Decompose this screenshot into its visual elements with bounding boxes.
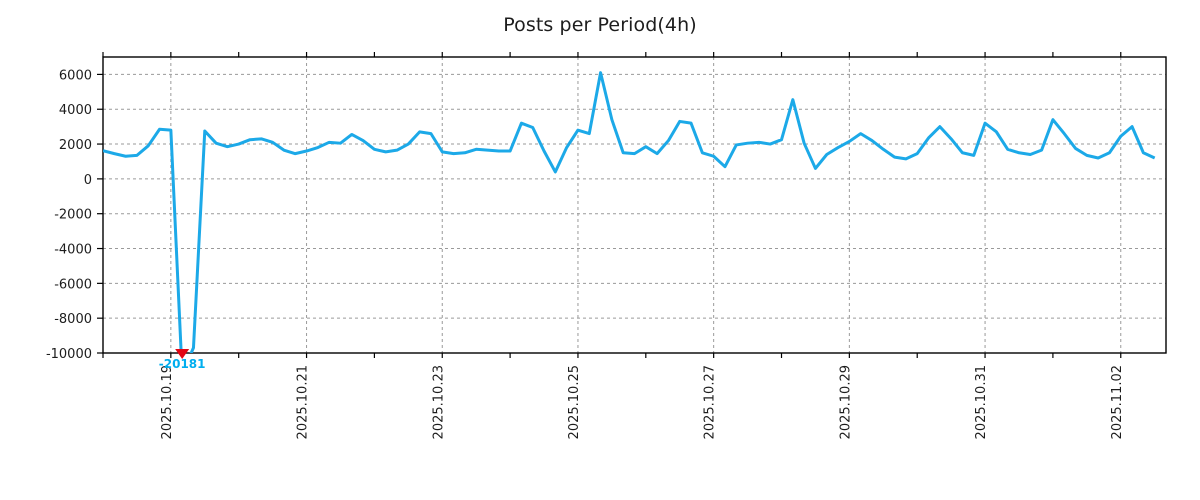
y-axis-ticks: 6000 4000 2000 0 -2000 -4000 -6000 -8000 -10000 — [46, 68, 103, 362]
x-axis-ticks: 2025.10.19 2025.10.21 2025.10.23 2025.10.25… — [102, 52, 1125, 439]
plot-frame — [102, 56, 1167, 354]
min-value-annotation: -20181 — [159, 349, 206, 371]
y-tick-label: -8000 — [54, 312, 92, 327]
min-marker-triangle — [175, 349, 190, 359]
y-tick-label: 4000 — [59, 103, 92, 118]
x-tick-label: 2025.10.27 — [703, 365, 718, 439]
data-series — [103, 71, 1156, 353]
y-tick-label: 2000 — [59, 138, 92, 153]
x-tick-label: 2025.10.23 — [431, 365, 446, 439]
x-tick-label: 2025.10.29 — [838, 365, 853, 439]
min-value-label: -20181 — [159, 357, 206, 371]
chart-title: Posts per Period(4h) — [503, 14, 697, 36]
y-tick-label: -6000 — [54, 277, 92, 292]
y-tick-label: -10000 — [46, 347, 92, 362]
y-tick-label: 6000 — [59, 68, 92, 83]
y-tick-label: 0 — [84, 173, 92, 188]
x-tick-label: 2025.10.21 — [296, 365, 311, 439]
x-tick-label: 2025.11.02 — [1110, 365, 1125, 439]
plot-border — [102, 56, 1167, 354]
x-tick-label: 2025.10.25 — [567, 365, 582, 439]
y-tick-label: -2000 — [54, 208, 92, 223]
y-tick-label: -4000 — [54, 243, 92, 258]
series-line — [103, 71, 1156, 353]
gridlines — [103, 57, 1166, 353]
x-tick-label: 2025.10.19 — [160, 365, 175, 439]
x-tick-label: 2025.10.31 — [974, 365, 989, 439]
